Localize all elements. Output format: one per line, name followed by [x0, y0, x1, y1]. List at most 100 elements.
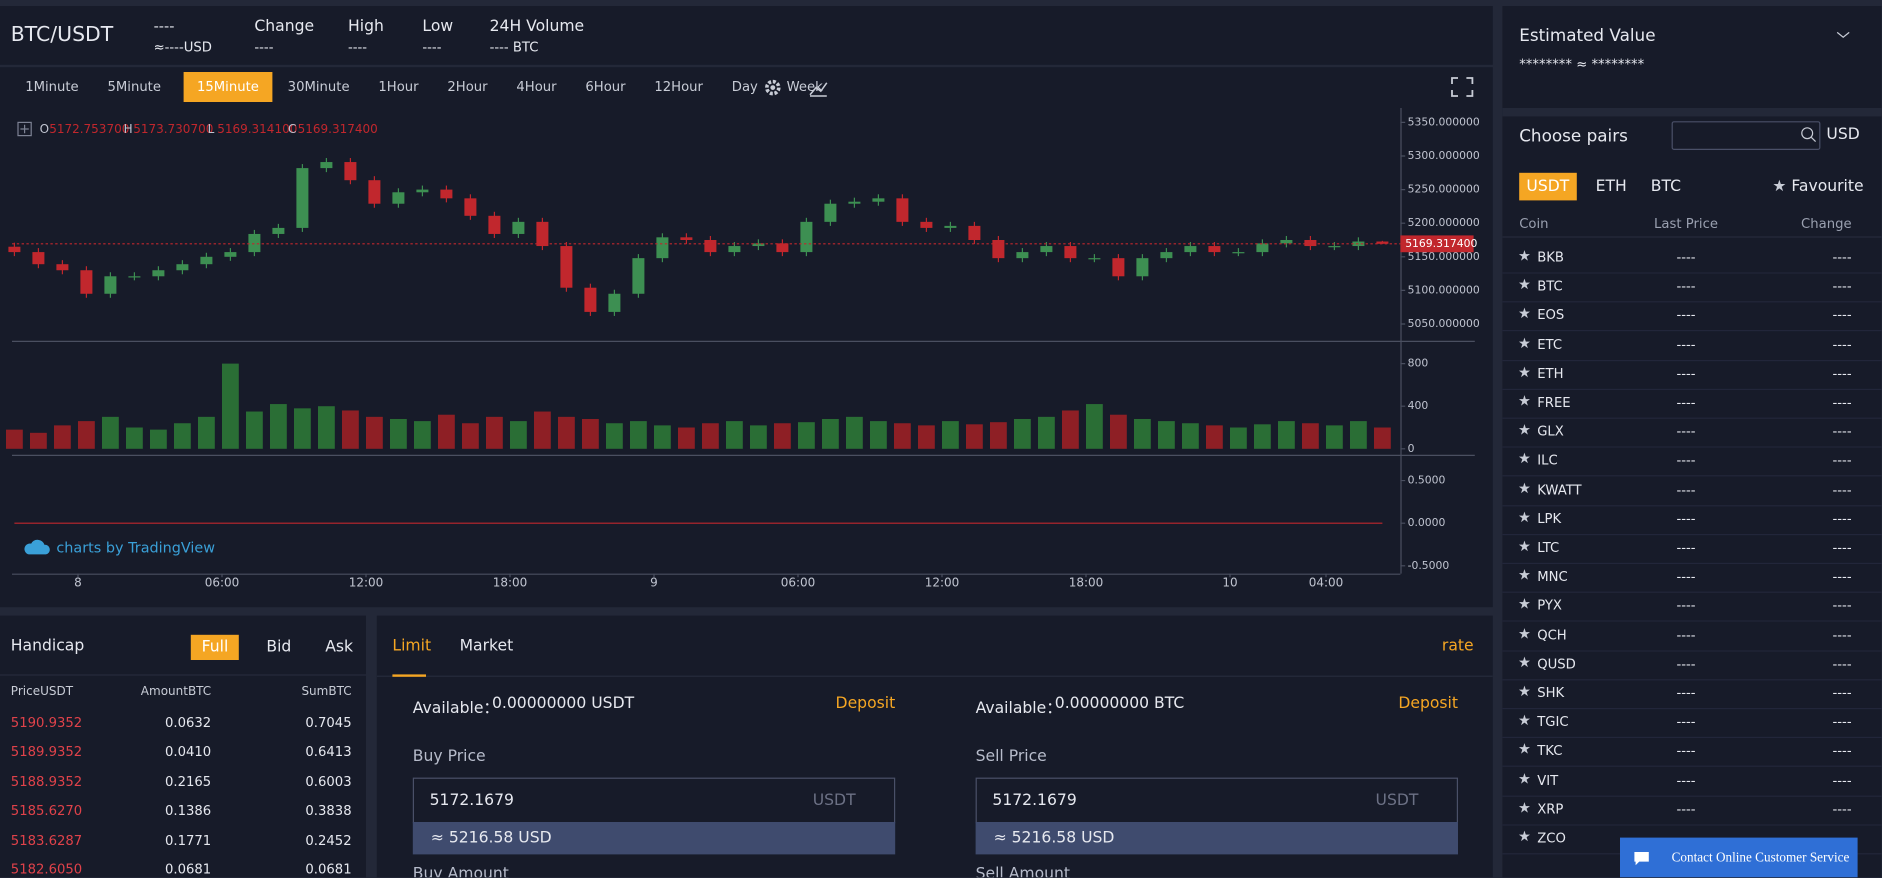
price-usd: ≈----USD — [153, 39, 212, 56]
coin-change: ---- — [1832, 481, 1852, 498]
indicator-icon[interactable] — [809, 82, 828, 97]
coin-row[interactable]: ★ VIT ---- ---- — [1502, 766, 1882, 797]
column-header: Last Price — [1654, 216, 1718, 232]
coin-change: ---- — [1832, 627, 1852, 643]
favourite[interactable]: ★ Favourite — [1772, 178, 1863, 196]
support-button[interactable]: Contact Online Customer Service — [1620, 837, 1858, 878]
coin-row[interactable]: ★ LPK ---- ---- — [1502, 505, 1882, 535]
coin-row[interactable]: ★ EOS ---- ---- — [1502, 302, 1882, 332]
x-tick-label: 18:00 — [493, 576, 528, 590]
pair-tab[interactable]: ETH — [1595, 177, 1627, 196]
coin-row[interactable]: ★ ETH ---- ---- — [1502, 360, 1882, 390]
volume-bar — [390, 418, 407, 449]
order-tab[interactable]: Limit — [392, 637, 432, 656]
volume-bar — [1278, 421, 1295, 449]
coin-row[interactable]: ★ BTC ---- ---- — [1502, 273, 1882, 303]
watermark[interactable]: charts by TradingView — [56, 540, 215, 556]
interval-tab[interactable]: Day — [731, 79, 758, 95]
rate-link[interactable]: rate — [1441, 637, 1474, 656]
candle-body — [608, 293, 621, 312]
volume-bar — [222, 363, 239, 449]
coin-row[interactable]: ★ TGIC ---- ---- — [1502, 708, 1882, 739]
candle-body — [1160, 252, 1173, 259]
favourite-label: Favourite — [1791, 177, 1864, 196]
y-tick-label: 5250.000000 — [1408, 183, 1480, 196]
candle-body — [1256, 243, 1269, 253]
coin-change: ---- — [1832, 801, 1852, 817]
volume-bar — [246, 411, 263, 449]
handicap-tab[interactable]: Ask — [325, 638, 354, 657]
volume-bar — [78, 421, 95, 449]
deposit-link[interactable]: Deposit — [835, 694, 896, 713]
search-input[interactable] — [1671, 121, 1821, 150]
collapse-icon[interactable] — [1836, 30, 1850, 40]
candle-body — [920, 221, 933, 228]
legend-key: L — [208, 122, 215, 136]
interval-tab[interactable]: 6Hour — [585, 79, 626, 95]
candle-body — [296, 168, 309, 228]
interval-tab[interactable]: 12Hour — [654, 79, 703, 95]
coin-row[interactable]: ★ ILC ---- ---- — [1502, 447, 1882, 477]
candle-body — [104, 276, 117, 294]
volume-bar — [150, 429, 167, 449]
candle-body — [1088, 258, 1101, 260]
handicap-tab[interactable]: Bid — [266, 638, 292, 657]
order-tab[interactable]: Market — [459, 637, 514, 656]
coin-row[interactable]: ★ TKC ---- ---- — [1502, 737, 1882, 768]
coin-row[interactable]: ★ SHK ---- ---- — [1502, 679, 1882, 710]
pair-tab[interactable]: BTC — [1650, 177, 1682, 196]
interval-tab[interactable]: 4Hour — [516, 79, 557, 95]
coin-row[interactable]: ★ FREE ---- ---- — [1502, 389, 1882, 419]
coin-row[interactable]: ★ GLX ---- ---- — [1502, 418, 1882, 448]
search-icon[interactable] — [1800, 126, 1817, 143]
star: ★ — [1518, 769, 1531, 787]
coin-name: MNC — [1537, 569, 1568, 585]
coin-row[interactable]: ★ KWATT ---- ---- — [1502, 476, 1882, 506]
ask-amount: 0.0632 — [165, 715, 212, 731]
interval-tab[interactable]: Week — [786, 79, 823, 95]
candle-body — [752, 243, 765, 247]
coin-row[interactable]: ★ PYX ---- ---- — [1502, 592, 1882, 623]
divider — [1502, 236, 1882, 238]
volume-bar — [558, 416, 575, 449]
coin-row[interactable]: ★ XRP ---- ---- — [1502, 795, 1882, 826]
price-input[interactable]: 5172.1679 USDT — [975, 777, 1458, 824]
candle-body — [1016, 252, 1029, 259]
y-tick-label: 5350.000000 — [1408, 115, 1480, 128]
volume-bar — [6, 429, 23, 449]
coin-last-price: ---- — [1676, 598, 1696, 614]
interval-tab[interactable]: 2Hour — [447, 79, 488, 95]
interval-tab[interactable]: 1Minute — [25, 79, 79, 95]
deposit-link[interactable]: Deposit — [1398, 694, 1458, 713]
coin-name: LTC — [1537, 540, 1560, 556]
pair-tab[interactable]: USDT — [1519, 172, 1577, 201]
volume-bar — [846, 416, 863, 449]
interval-tab[interactable]: 1Hour — [378, 79, 419, 95]
chevron — [1836, 31, 1850, 38]
star: ★ — [1518, 276, 1531, 294]
volume-bar — [1038, 416, 1055, 449]
coin-change: ---- — [1832, 656, 1852, 672]
handicap-tab[interactable]: Full — [190, 634, 240, 660]
trade-panel: rate Limit Market Available： 0.00000000 USD… — [376, 615, 1493, 878]
coin-row[interactable]: ★ MNC ---- ---- — [1502, 563, 1882, 594]
coin-row[interactable]: ★ BKB ---- ---- — [1502, 244, 1882, 274]
ask-price: 5185.6270 — [10, 803, 83, 819]
fullscreen-icon[interactable] — [1451, 77, 1474, 97]
legend-toggle[interactable] — [17, 121, 32, 137]
coin-name: ETC — [1537, 336, 1563, 353]
coin-row[interactable]: ★ QUSD ---- ---- — [1502, 650, 1882, 681]
price-unit: USDT — [1375, 792, 1419, 811]
coin-row[interactable]: ★ QCH ---- ---- — [1502, 621, 1882, 652]
candle-body — [992, 240, 1005, 259]
coin-name: KWATT — [1537, 481, 1582, 498]
gear-icon[interactable] — [765, 79, 781, 96]
interval-tab[interactable]: 30Minute — [287, 79, 350, 95]
price-input[interactable]: 5172.1679 USDT — [412, 777, 896, 824]
interval-tab[interactable]: 5Minute — [107, 79, 161, 95]
coin-last-price: ---- — [1676, 365, 1696, 382]
coin-row[interactable]: ★ ETC ---- ---- — [1502, 331, 1882, 361]
interval-tab[interactable]: 15Minute — [183, 72, 273, 103]
coin-row[interactable]: ★ LTC ---- ---- — [1502, 534, 1882, 564]
volume-bar — [582, 418, 599, 449]
